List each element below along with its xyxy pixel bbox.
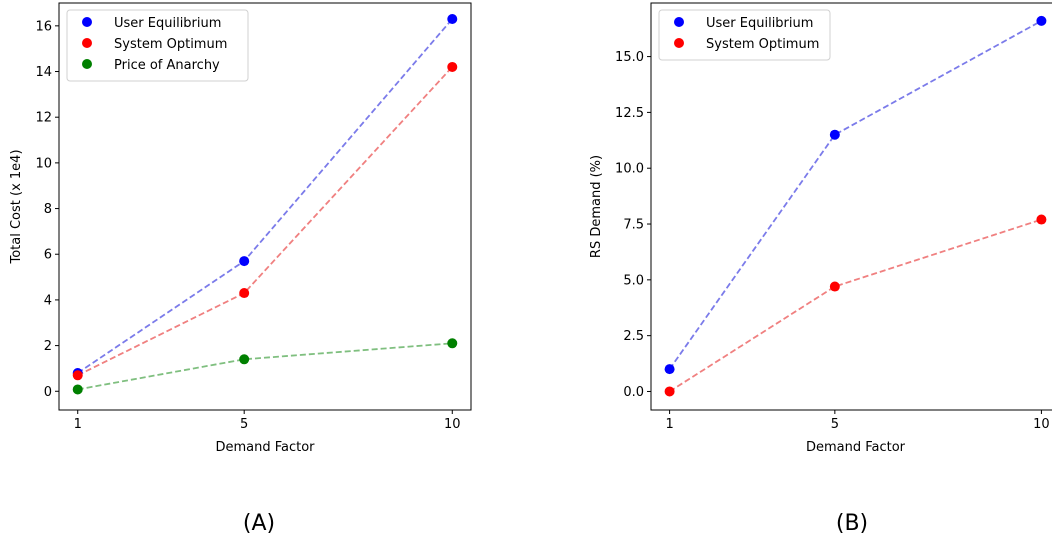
y-tick-label: 2.5 bbox=[623, 329, 644, 344]
panel-label: (A) bbox=[243, 511, 275, 536]
y-tick-label: 2 bbox=[44, 339, 52, 354]
series-1-point bbox=[829, 129, 840, 140]
series-line-3 bbox=[77, 342, 453, 391]
series-1-point bbox=[447, 13, 458, 24]
y-tick-label: 10.0 bbox=[615, 162, 644, 177]
chart-panel-2: 1 5 10 0.0 2.5 5.0 7.5 10.0 12.5 15.0 Demand Facto… bbox=[589, 2, 1052, 536]
y-tick-label: 5.0 bbox=[623, 273, 644, 288]
chart-panel-1: 1 5 10 0 2 4 6 8 10 12 14 16 Demand Factor Total Cost… bbox=[9, 2, 472, 536]
y-axis-label: RS Demand (%) bbox=[589, 155, 604, 258]
legend-box bbox=[658, 9, 831, 61]
series-2-point bbox=[664, 386, 675, 397]
series-3-point bbox=[72, 384, 83, 395]
legend-marker bbox=[674, 17, 684, 27]
series-1-point bbox=[1036, 15, 1047, 26]
axes-frame bbox=[650, 2, 1052, 411]
y-tick-label: 6 bbox=[44, 248, 52, 263]
axes-frame bbox=[58, 2, 472, 411]
x-tick-label: 1 bbox=[74, 417, 82, 432]
series-1-point bbox=[239, 256, 250, 267]
legend-marker bbox=[82, 59, 92, 69]
series-3-point bbox=[447, 338, 458, 349]
legend-marker bbox=[82, 38, 92, 48]
legend-marker bbox=[82, 17, 92, 27]
y-tick-label: 15.0 bbox=[615, 50, 644, 65]
y-tick-label: 0.0 bbox=[623, 385, 644, 400]
series-2-point bbox=[447, 61, 458, 72]
legend-label: User Equilibrium bbox=[706, 16, 813, 31]
series-2-point bbox=[72, 370, 83, 381]
x-tick-label: 1 bbox=[665, 417, 673, 432]
y-axis-label: Total Cost (x 1e4) bbox=[9, 149, 24, 264]
series-1-point bbox=[664, 364, 675, 375]
series-line-2 bbox=[669, 218, 1042, 393]
series-3-point bbox=[239, 354, 250, 365]
series-line-1 bbox=[668, 20, 1042, 370]
x-axis-label: Demand Factor bbox=[806, 440, 906, 455]
series-2-point bbox=[829, 281, 840, 292]
x-tick-label: 10 bbox=[1033, 417, 1050, 432]
panel-label: (B) bbox=[836, 511, 868, 536]
legend-box bbox=[66, 9, 249, 82]
legend-label: Price of Anarchy bbox=[114, 58, 220, 73]
y-tick-label: 4 bbox=[44, 293, 52, 308]
y-tick-label: 0 bbox=[44, 385, 52, 400]
legend-marker bbox=[674, 38, 684, 48]
series-line-2 bbox=[77, 66, 453, 377]
x-tick-label: 5 bbox=[831, 417, 839, 432]
y-tick-label: 7.5 bbox=[623, 218, 644, 233]
x-tick-label: 5 bbox=[240, 417, 248, 432]
series-2-point bbox=[239, 288, 250, 299]
y-tick-label: 14 bbox=[35, 65, 52, 80]
y-tick-label: 12.5 bbox=[615, 106, 644, 121]
x-tick-label: 10 bbox=[444, 417, 461, 432]
legend-label: System Optimum bbox=[114, 37, 227, 52]
y-tick-label: 10 bbox=[35, 156, 52, 171]
y-tick-label: 12 bbox=[35, 111, 52, 126]
series-2-point bbox=[1036, 214, 1047, 225]
x-axis-label: Demand Factor bbox=[215, 440, 315, 455]
y-tick-label: 16 bbox=[35, 19, 52, 34]
y-tick-label: 8 bbox=[44, 202, 52, 217]
legend-label: User Equilibrium bbox=[114, 16, 221, 31]
legend-label: System Optimum bbox=[706, 37, 819, 52]
